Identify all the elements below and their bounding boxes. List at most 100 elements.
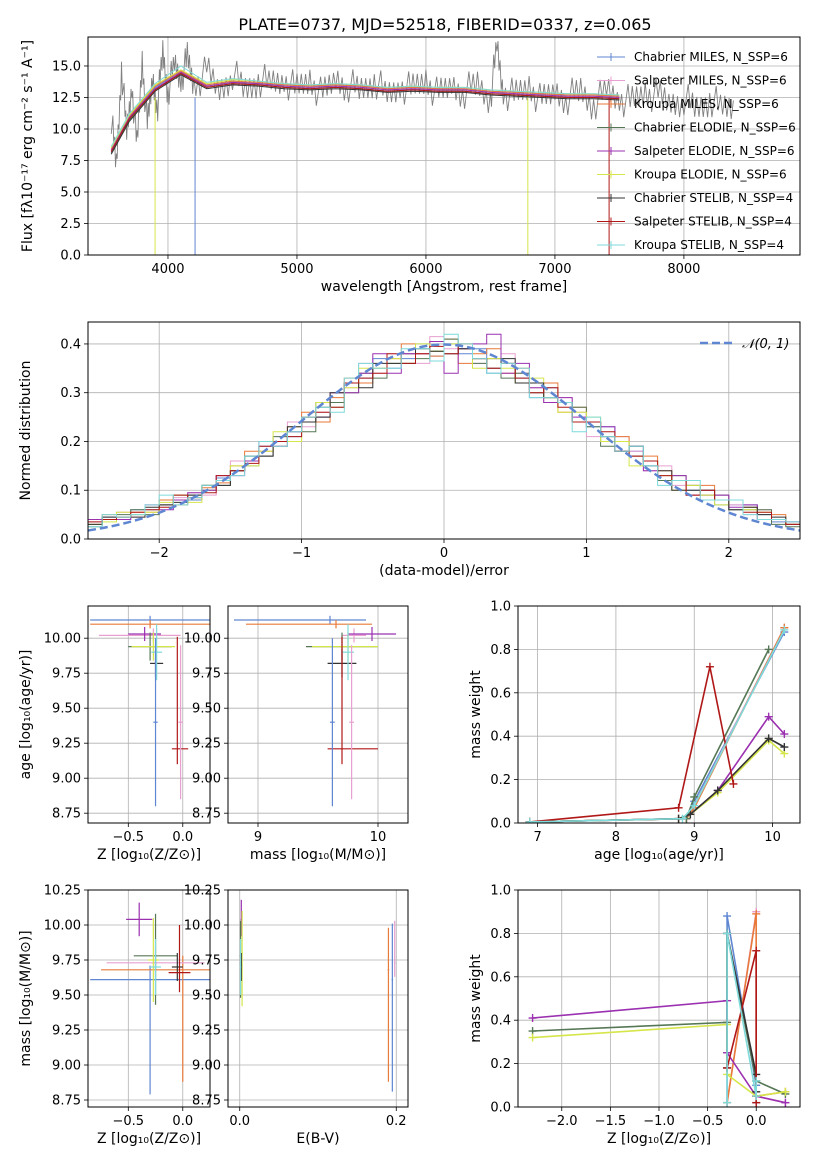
legend-label: Salpeter ELODIE, N_SSP=6 <box>634 144 795 158</box>
x-axis-label: (data-model)/error <box>379 563 509 579</box>
legend-label: Kroupa STELIB, N_SSP=4 <box>634 238 784 252</box>
y-tick-label: 15.0 <box>52 59 81 74</box>
x-tick-label: −0.5 <box>113 830 145 845</box>
y-tick-label: 0.4 <box>60 337 81 352</box>
y-tick-label: 9.00 <box>192 772 221 787</box>
weight-line <box>529 631 786 823</box>
x-tick-label: −0.5 <box>113 1114 145 1129</box>
y-axis-label: mass [log₁₀(M/M⊙)] <box>18 930 34 1066</box>
x-tick-label: 9 <box>690 830 698 845</box>
panel-massweight-vs-Z: −2.0 −1.5 −1.0 −0.5 0.0 0.0 0.2 0.4 0.6 0.8 1.0 Z [… <box>468 884 801 1147</box>
y-tick-label: 9.50 <box>52 989 81 1004</box>
legend-label: 𝒩(0, 1) <box>742 337 789 352</box>
axes-frame <box>87 889 211 1108</box>
weight-line <box>529 627 786 823</box>
y-tick-label: 9.00 <box>52 1059 81 1074</box>
panel-massweight-vs-age: 7 8 9 10 0.0 0.2 0.4 0.6 0.8 1.0 age [log₁₀(age/yr… <box>468 600 801 863</box>
x-tick-label: 7 <box>533 830 541 845</box>
figure-title: PLATE=0737, MJD=52518, FIBERID=0337, z=0… <box>238 15 651 34</box>
legend-label: Chabrier STELIB, N_SSP=4 <box>634 191 793 205</box>
y-tick-label: 0.6 <box>490 686 511 701</box>
panels: 4000 5000 6000 7000 80000.02.55.07.510.012.5… <box>18 36 801 1147</box>
y-tick-label: 9.50 <box>192 702 221 717</box>
x-tick-label: 8 <box>612 830 620 845</box>
weight-line <box>529 629 786 823</box>
y-tick-label: 12.5 <box>52 91 81 106</box>
y-tick-label: 0.1 <box>60 484 81 499</box>
y-axis-label: age [log₁₀(age/yr)] <box>18 650 34 780</box>
axes-frame <box>87 36 801 256</box>
y-tick-label: 0.0 <box>490 1101 511 1116</box>
model-spectrum <box>110 71 620 151</box>
y-tick-label: 7.5 <box>60 154 81 169</box>
y-tick-label: 0.6 <box>490 970 511 985</box>
y-tick-label: 9.25 <box>192 1024 221 1039</box>
y-tick-label: 1.0 <box>490 884 511 899</box>
y-tick-label: 0.0 <box>60 533 81 548</box>
y-tick-label: 0.0 <box>60 249 81 264</box>
x-axis-label: E(B-V) <box>296 1131 339 1147</box>
x-tick-label: 0.0 <box>172 1114 193 1129</box>
plot-area <box>518 890 800 1107</box>
model-spectrum <box>110 70 620 150</box>
y-tick-label: 9.00 <box>192 1059 221 1074</box>
x-tick-label: −1.5 <box>595 1114 627 1129</box>
model-spectrum <box>110 65 620 147</box>
plot-area <box>88 606 210 823</box>
x-tick-label: 8000 <box>667 262 700 277</box>
legend-label: Kroupa ELODIE, N_SSP=6 <box>634 168 787 182</box>
y-tick-label: 9.25 <box>192 737 221 752</box>
y-tick-label: 10.00 <box>184 919 221 934</box>
y-tick-label: 0.8 <box>490 643 511 658</box>
x-tick-label: 0 <box>440 546 448 561</box>
plot-area <box>518 606 800 823</box>
y-tick-label: 8.75 <box>52 807 81 822</box>
y-tick-label: 9.50 <box>52 702 81 717</box>
plot-area <box>228 606 408 823</box>
y-tick-label: 0.2 <box>60 435 81 450</box>
axes-frame <box>227 889 409 1108</box>
x-tick-label: −0.5 <box>692 1114 724 1129</box>
legend-label: Kroupa MILES, N_SSP=6 <box>634 97 779 111</box>
x-tick-label: 4000 <box>151 262 184 277</box>
y-tick-label: 0.8 <box>490 927 511 942</box>
axes-frame <box>87 605 211 824</box>
y-tick-label: 8.75 <box>52 1094 81 1109</box>
x-axis-label: Z [log₁₀(Z/Z⊙)] <box>97 847 201 863</box>
y-tick-label: 0.4 <box>490 1014 511 1029</box>
y-axis-label: mass weight <box>468 954 484 1043</box>
y-tick-label: 10.25 <box>44 884 81 899</box>
legend-label: Salpeter MILES, N_SSP=6 <box>634 74 787 88</box>
y-axis-label: Flux [fλ10⁻¹⁷ erg cm⁻² s⁻¹ A⁻¹] <box>20 40 36 252</box>
x-tick-label: 1 <box>582 546 590 561</box>
legend: Chabrier MILES, N_SSP=6 Salpeter MILES, N… <box>597 50 796 252</box>
y-axis-label: Normed distribution <box>18 361 34 501</box>
x-tick-label: 2 <box>725 546 733 561</box>
y-tick-label: 0.3 <box>60 386 81 401</box>
legend: 𝒩(0, 1) <box>700 337 789 352</box>
x-tick-label: 7000 <box>538 262 571 277</box>
weight-line <box>529 666 735 823</box>
axes-frame <box>517 889 801 1108</box>
weight-line <box>726 950 758 1103</box>
y-tick-label: 10.0 <box>52 122 81 137</box>
weight-line <box>529 649 770 823</box>
y-tick-label: 9.75 <box>52 954 81 969</box>
axes-frame <box>227 605 409 824</box>
y-tick-label: 9.25 <box>52 737 81 752</box>
x-tick-label: −1.0 <box>643 1114 675 1129</box>
y-tick-label: 8.75 <box>192 807 221 822</box>
weight-line <box>726 933 758 1103</box>
y-tick-label: 0.4 <box>490 730 511 745</box>
weight-line <box>529 715 785 823</box>
panel-mass-vs-EBV: 0.0 0.2 8.75 9.00 9.25 9.50 9.75 10.00 10.25 E(B-… <box>184 884 409 1147</box>
y-tick-label: 10.00 <box>184 632 221 647</box>
plot-area <box>88 37 800 255</box>
y-tick-label: 10.00 <box>44 632 81 647</box>
panel-spectrum: 4000 5000 6000 7000 8000 0.0 2.5 5.0 7.5 10.0 12.5… <box>20 36 801 295</box>
x-axis-label: age [log₁₀(age/yr)] <box>594 847 724 863</box>
x-tick-label: 9 <box>254 830 262 845</box>
legend-label: Chabrier MILES, N_SSP=6 <box>634 50 788 64</box>
y-tick-label: 9.00 <box>52 772 81 787</box>
x-tick-label: −2.0 <box>546 1114 578 1129</box>
